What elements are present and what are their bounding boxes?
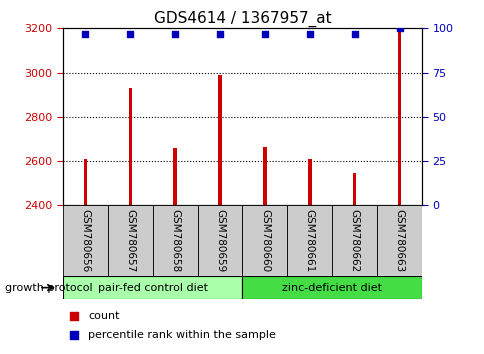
Text: GSM780659: GSM780659 [214, 209, 225, 272]
Text: GSM780663: GSM780663 [393, 209, 404, 272]
Bar [332, 205, 376, 276]
Point [305, 31, 313, 36]
Text: percentile rank within the sample: percentile rank within the sample [88, 330, 275, 340]
Bar [307, 159, 311, 205]
Bar [242, 276, 421, 299]
Bar [107, 205, 152, 276]
Point [260, 31, 268, 36]
Point [81, 31, 89, 36]
Bar [128, 88, 132, 205]
Text: GSM780662: GSM780662 [349, 209, 359, 272]
Bar [352, 173, 356, 205]
Point [126, 31, 134, 36]
Bar [263, 147, 266, 205]
Text: GSM780661: GSM780661 [304, 209, 314, 272]
Text: zinc-deficient diet: zinc-deficient diet [282, 282, 381, 293]
Text: growth protocol: growth protocol [5, 282, 92, 293]
Text: GSM780660: GSM780660 [259, 209, 270, 272]
Bar [242, 205, 287, 276]
Bar [376, 205, 421, 276]
Bar [218, 75, 221, 205]
Bar [397, 30, 400, 205]
Text: GSM780657: GSM780657 [125, 209, 135, 272]
Bar [63, 276, 242, 299]
Point [216, 31, 224, 36]
Bar [63, 205, 107, 276]
Point [70, 332, 77, 338]
Point [350, 31, 358, 36]
Text: GDS4614 / 1367957_at: GDS4614 / 1367957_at [153, 11, 331, 27]
Bar [173, 148, 177, 205]
Point [395, 25, 403, 31]
Point [70, 314, 77, 319]
Bar [287, 205, 332, 276]
Point [171, 31, 179, 36]
Text: count: count [88, 311, 120, 321]
Bar [152, 205, 197, 276]
Bar [197, 205, 242, 276]
Text: GSM780656: GSM780656 [80, 209, 91, 272]
Bar [84, 159, 87, 205]
Text: GSM780658: GSM780658 [170, 209, 180, 272]
Text: pair-fed control diet: pair-fed control diet [98, 282, 207, 293]
